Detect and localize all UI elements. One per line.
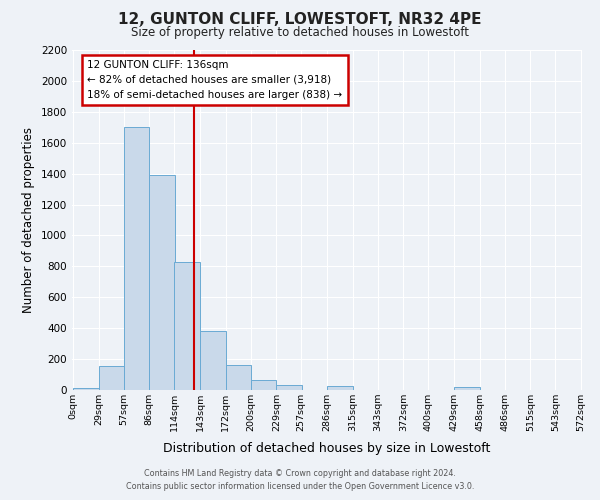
Bar (327, 386, 353, 390)
Bar (98, 366, 124, 390)
Bar (174, 262, 200, 390)
X-axis label: Distribution of detached houses by size in Lowestoft: Distribution of detached houses by size … (163, 442, 491, 456)
Text: Contains HM Land Registry data © Crown copyright and database right 2024.
Contai: Contains HM Land Registry data © Crown c… (126, 470, 474, 491)
Bar (200, 332, 226, 390)
Bar (454, 387, 480, 390)
Text: 12 GUNTON CLIFF: 136sqm
← 82% of detached houses are smaller (3,918)
18% of semi: 12 GUNTON CLIFF: 136sqm ← 82% of detache… (88, 60, 343, 100)
Text: Size of property relative to detached houses in Lowestoft: Size of property relative to detached ho… (131, 26, 469, 39)
Bar (277, 386, 302, 390)
Bar (73, 388, 98, 390)
Bar (251, 380, 277, 390)
Bar (149, 175, 175, 390)
Bar (124, 128, 149, 390)
Bar (226, 364, 251, 390)
Y-axis label: Number of detached properties: Number of detached properties (22, 127, 35, 313)
Text: 12, GUNTON CLIFF, LOWESTOFT, NR32 4PE: 12, GUNTON CLIFF, LOWESTOFT, NR32 4PE (118, 12, 482, 28)
